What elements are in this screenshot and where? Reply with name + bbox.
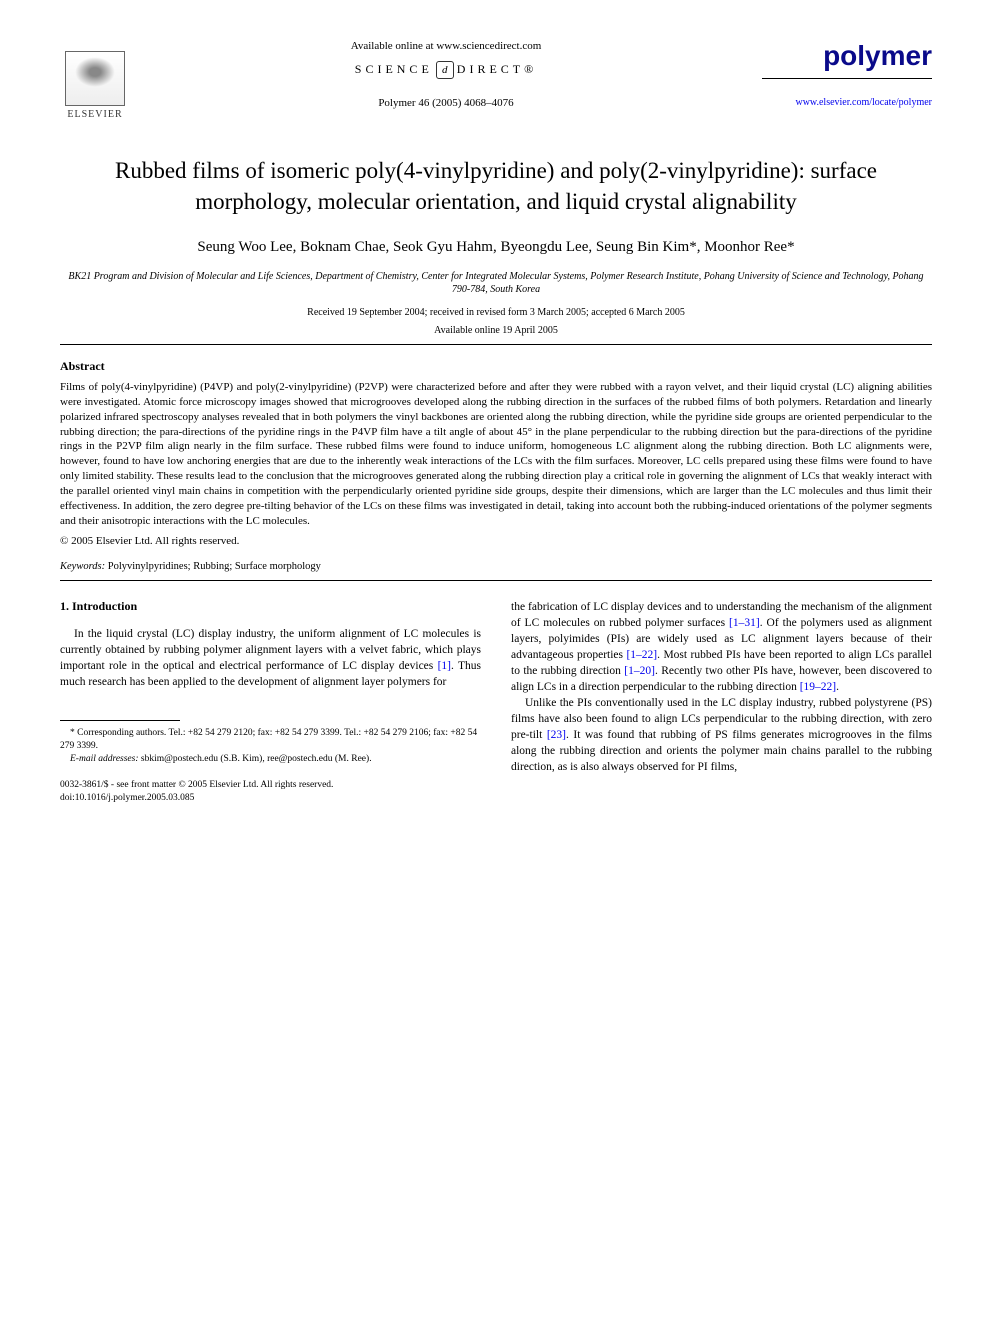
available-online-text: Available online at www.sciencedirect.co… (130, 40, 762, 52)
cite-1-20[interactable]: [1–20] (624, 665, 655, 677)
email-footnote: E-mail addresses: sbkim@postech.edu (S.B… (60, 753, 481, 766)
intro-para-left: In the liquid crystal (LC) display indus… (60, 626, 481, 690)
footnote-separator (60, 720, 180, 721)
body-columns: 1. Introduction In the liquid crystal (L… (60, 599, 932, 805)
intro-para-right-1: the fabrication of LC display devices an… (511, 599, 932, 696)
issn-line: 0032-3861/$ - see front matter © 2005 El… (60, 779, 481, 791)
journal-url[interactable]: www.elsevier.com/locate/polymer (762, 97, 932, 108)
cite-1-31[interactable]: [1–31] (729, 617, 760, 629)
cite-19-22[interactable]: [19–22] (800, 681, 836, 693)
introduction-heading: 1. Introduction (60, 599, 481, 614)
sd-icon: d (436, 61, 454, 79)
affiliation: BK21 Program and Division of Molecular a… (60, 270, 932, 296)
corresponding-author-footnote: * Corresponding authors. Tel.: +82 54 27… (60, 727, 481, 753)
email-text: sbkim@postech.edu (S.B. Kim), ree@postec… (141, 754, 372, 764)
publisher-name: ELSEVIER (67, 109, 122, 120)
journal-brand-block: polymer www.elsevier.com/locate/polymer (762, 40, 932, 108)
received-dates: Received 19 September 2004; received in … (60, 306, 932, 320)
keywords-label: Keywords: (60, 561, 105, 572)
left-column: 1. Introduction In the liquid crystal (L… (60, 599, 481, 805)
abstract-bottom-rule (60, 580, 932, 581)
cite-23[interactable]: [23] (547, 729, 566, 741)
header-center: Available online at www.sciencedirect.co… (130, 40, 762, 109)
sd-right: DIRECT® (457, 62, 537, 77)
keywords-text: Polyvinylpyridines; Rubbing; Surface mor… (108, 561, 321, 572)
intro-para-right-2: Unlike the PIs conventionally used in th… (511, 695, 932, 775)
elsevier-tree-icon (65, 51, 125, 106)
abstract-copyright: © 2005 Elsevier Ltd. All rights reserved… (60, 535, 932, 547)
abstract-top-rule (60, 344, 932, 345)
journal-logo: polymer (762, 40, 932, 72)
r1-t5: . (836, 681, 839, 693)
abstract-text: Films of poly(4-vinylpyridine) (P4VP) an… (60, 380, 932, 528)
science-direct-logo: SCIENCE d DIRECT® (355, 61, 537, 79)
email-label: E-mail addresses: (70, 754, 139, 764)
cite-1[interactable]: [1] (438, 660, 451, 672)
keywords-line: Keywords: Polyvinylpyridines; Rubbing; S… (60, 561, 932, 572)
journal-reference: Polymer 46 (2005) 4068–4076 (130, 97, 762, 109)
available-date: Available online 19 April 2005 (60, 324, 932, 338)
cite-1-22[interactable]: [1–22] (626, 649, 657, 661)
journal-logo-rule (762, 78, 932, 79)
publisher-logo: ELSEVIER (60, 40, 130, 120)
intro-left-text: In the liquid crystal (LC) display indus… (60, 628, 481, 672)
article-title: Rubbed films of isomeric poly(4-vinylpyr… (60, 155, 932, 217)
abstract-heading: Abstract (60, 359, 932, 374)
r2-t2: . It was found that rubbing of PS films … (511, 729, 932, 773)
author-list: Seung Woo Lee, Boknam Chae, Seok Gyu Hah… (60, 237, 932, 258)
doi-line: doi:10.1016/j.polymer.2005.03.085 (60, 792, 481, 804)
page-header: ELSEVIER Available online at www.science… (60, 40, 932, 120)
right-column: the fabrication of LC display devices an… (511, 599, 932, 805)
sd-left: SCIENCE (355, 62, 433, 77)
